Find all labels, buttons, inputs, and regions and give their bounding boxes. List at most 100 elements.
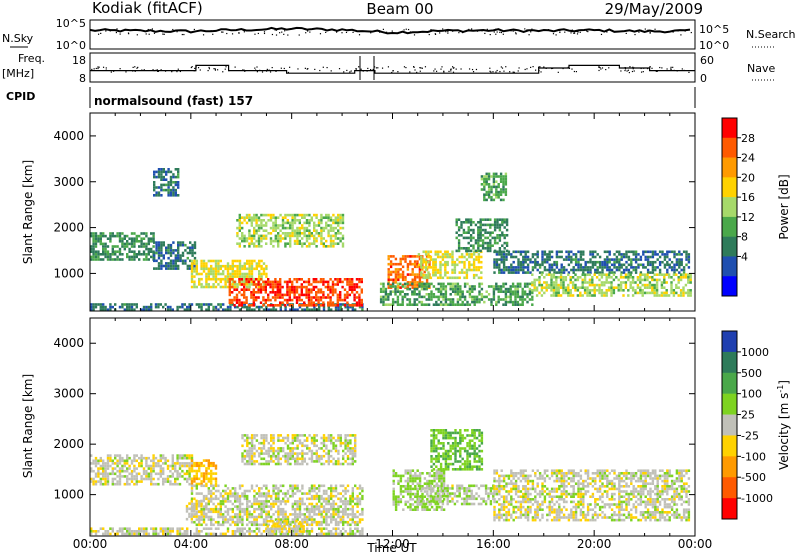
heatmap-cell bbox=[167, 194, 170, 197]
heatmap-cell bbox=[169, 527, 172, 530]
nave-dot bbox=[160, 69, 162, 71]
heatmap-cell bbox=[274, 293, 277, 297]
heatmap-cell bbox=[444, 271, 447, 274]
heatmap-cell bbox=[226, 510, 230, 514]
heatmap-cell bbox=[279, 532, 282, 536]
nave-dot bbox=[261, 71, 264, 73]
heatmap-cell bbox=[389, 285, 392, 288]
heatmap-cell bbox=[627, 276, 630, 279]
heatmap-cell bbox=[243, 303, 246, 306]
heatmap-cell bbox=[200, 303, 203, 306]
heatmap-cell bbox=[526, 282, 529, 286]
heatmap-cell bbox=[198, 477, 201, 481]
heatmap-cell bbox=[258, 523, 261, 527]
heatmap-cell bbox=[210, 477, 213, 481]
heatmap-cell bbox=[269, 285, 272, 289]
heatmap-cell bbox=[509, 290, 512, 293]
heatmap-cell bbox=[468, 295, 472, 299]
heatmap-cell bbox=[205, 515, 208, 519]
heatmap-cell bbox=[303, 213, 306, 217]
heatmap-cell bbox=[687, 281, 690, 284]
heatmap-cell bbox=[183, 530, 186, 533]
heatmap-cell bbox=[526, 285, 529, 288]
heatmap-cell bbox=[264, 298, 267, 302]
heatmap-cell bbox=[248, 308, 251, 311]
heatmap-cell bbox=[133, 232, 136, 235]
heatmap-cell bbox=[460, 226, 463, 229]
heatmap-cell bbox=[250, 304, 253, 307]
heatmap-cell bbox=[535, 294, 539, 297]
heatmap-cell bbox=[142, 245, 146, 248]
nave-dot bbox=[530, 66, 532, 69]
heatmap-cell bbox=[298, 497, 302, 501]
heatmap-cell bbox=[493, 221, 497, 224]
heatmap-cell bbox=[184, 243, 187, 247]
heatmap-cell bbox=[559, 286, 563, 289]
heatmap-cell bbox=[190, 502, 194, 506]
heatmap-cell bbox=[186, 454, 189, 457]
heatmap-cell bbox=[274, 487, 278, 490]
heatmap-cell bbox=[538, 278, 541, 282]
nave-dot bbox=[503, 70, 505, 72]
heatmap-cell bbox=[474, 223, 478, 227]
heatmap-cell bbox=[253, 507, 256, 511]
heatmap-cell bbox=[420, 273, 423, 277]
heatmap-cell bbox=[126, 467, 129, 470]
heatmap-cell bbox=[303, 520, 306, 524]
nave-dot bbox=[628, 71, 630, 74]
heatmap-cell bbox=[317, 301, 320, 304]
noise-search-dot bbox=[471, 28, 473, 30]
heatmap-cell bbox=[291, 216, 294, 219]
heatmap-cell bbox=[212, 502, 215, 506]
heatmap-cell bbox=[334, 532, 338, 536]
heatmap-cell bbox=[644, 266, 647, 269]
nave-dot bbox=[105, 69, 107, 71]
heatmap-cell bbox=[535, 289, 539, 292]
heatmap-cell bbox=[262, 510, 266, 514]
heatmap-cell bbox=[547, 286, 551, 289]
heatmap-cell bbox=[243, 527, 246, 530]
noise-search-dot bbox=[510, 30, 512, 32]
heatmap-cell bbox=[339, 216, 342, 219]
heatmap-cell bbox=[325, 213, 328, 217]
heatmap-cell bbox=[571, 281, 575, 284]
heatmap-cell bbox=[147, 467, 150, 470]
heatmap-cell bbox=[639, 255, 643, 259]
heatmap-cell bbox=[190, 505, 194, 508]
heatmap-cell bbox=[236, 226, 239, 230]
heatmap-cell bbox=[241, 264, 244, 268]
heatmap-cell bbox=[217, 515, 220, 519]
heatmap-cell bbox=[643, 291, 647, 295]
heatmap-cell bbox=[281, 216, 285, 219]
heatmap-cell bbox=[123, 469, 126, 473]
heatmap-cell bbox=[320, 237, 323, 240]
heatmap-cell bbox=[408, 287, 412, 291]
heatmap-cell bbox=[282, 520, 285, 524]
heatmap-cell bbox=[312, 285, 315, 289]
heatmap-cell bbox=[634, 291, 637, 295]
heatmap-cell bbox=[479, 236, 482, 240]
heatmap-cell bbox=[190, 267, 194, 271]
heatmap-cell bbox=[238, 520, 242, 524]
heatmap-cell bbox=[277, 232, 280, 235]
noise-search-dot bbox=[676, 30, 678, 32]
heatmap-cell bbox=[318, 532, 321, 536]
nave-dot bbox=[598, 69, 600, 72]
heatmap-cell bbox=[617, 283, 620, 287]
heatmap-cell bbox=[226, 492, 230, 495]
heatmap-cell bbox=[279, 280, 282, 284]
heatmap-cell bbox=[207, 477, 210, 481]
heatmap-cell bbox=[190, 482, 194, 486]
heatmap-cell bbox=[555, 255, 559, 259]
heatmap-cell bbox=[92, 477, 95, 481]
heatmap-cell bbox=[459, 285, 462, 288]
heatmap-cell bbox=[473, 303, 476, 306]
heatmap-cell bbox=[444, 295, 448, 299]
heatmap-cell bbox=[308, 530, 311, 533]
heatmap-cell bbox=[210, 492, 213, 495]
nave-dot bbox=[360, 68, 362, 70]
heatmap-cell bbox=[282, 492, 285, 495]
heatmap-cell bbox=[329, 278, 332, 281]
nave-dot bbox=[217, 69, 219, 71]
heatmap-cell bbox=[545, 273, 548, 276]
